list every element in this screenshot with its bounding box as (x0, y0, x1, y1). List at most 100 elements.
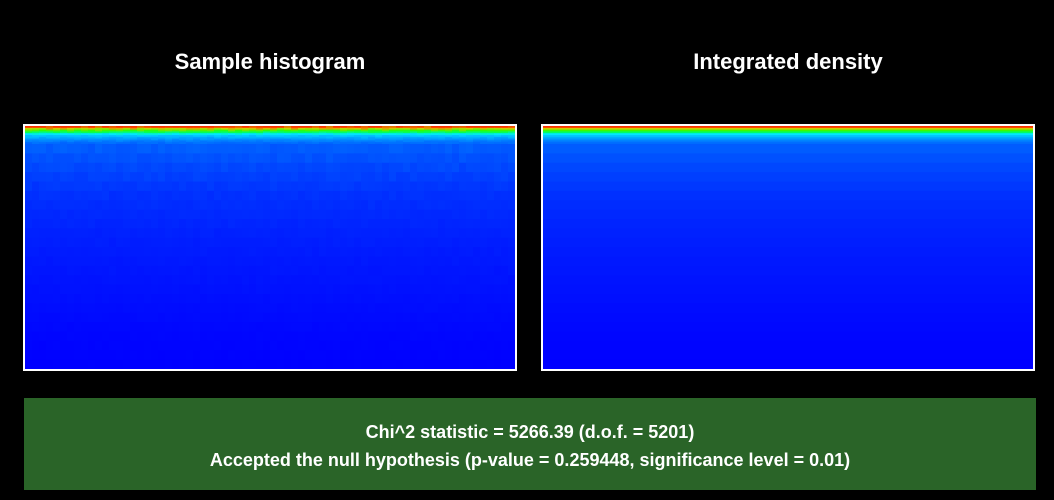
histogram-cell (445, 256, 453, 267)
histogram-cell (445, 294, 453, 304)
histogram-cell (151, 136, 159, 140)
histogram-cell (25, 142, 33, 145)
histogram-cell (438, 312, 446, 323)
histogram-cell (354, 127, 362, 131)
histogram-cell (172, 140, 180, 143)
histogram-cell (452, 126, 460, 129)
histogram-cell (193, 126, 201, 129)
histogram-cell (228, 350, 236, 361)
histogram-cell (249, 294, 257, 304)
histogram-cell (137, 127, 145, 131)
histogram-cell (389, 136, 397, 140)
histogram-cell (186, 237, 194, 248)
histogram-cell (361, 136, 369, 140)
histogram-cell (249, 172, 257, 183)
histogram-cell (256, 228, 264, 239)
histogram-cell (249, 265, 257, 276)
density-cell (543, 162, 1033, 173)
histogram-cell (228, 131, 236, 134)
histogram-cell (452, 237, 460, 248)
histogram-cell (438, 200, 446, 211)
histogram-cell (214, 340, 222, 351)
histogram-cell (172, 131, 180, 134)
histogram-cell (116, 350, 124, 361)
histogram-cell (508, 135, 515, 138)
histogram-cell (312, 219, 320, 229)
histogram-cell (151, 256, 159, 267)
histogram-cell (312, 135, 320, 138)
histogram-cell (172, 144, 180, 154)
histogram-cell (347, 340, 355, 351)
histogram-cell (417, 126, 425, 129)
histogram-cell (445, 303, 453, 314)
histogram-cell (424, 294, 432, 304)
histogram-cell (452, 140, 460, 143)
histogram-cell (319, 181, 327, 192)
histogram-cell (389, 237, 397, 248)
histogram-cell (361, 303, 369, 314)
histogram-cell (235, 142, 243, 145)
histogram-cell (445, 350, 453, 361)
histogram-cell (46, 312, 54, 323)
histogram-cell (326, 350, 334, 361)
histogram-cell (312, 172, 320, 183)
histogram-cell (396, 228, 404, 239)
histogram-cell (249, 237, 257, 248)
histogram-cell (39, 237, 47, 248)
histogram-cell (305, 247, 313, 258)
histogram-cell (123, 265, 131, 276)
histogram-cell (32, 181, 40, 192)
histogram-cell (207, 331, 215, 342)
histogram-cell (312, 162, 320, 173)
histogram-cell (144, 228, 152, 239)
histogram-cell (340, 162, 348, 173)
histogram-cell (130, 153, 138, 164)
histogram-cell (291, 135, 299, 138)
histogram-cell (137, 303, 145, 314)
density-cell (543, 294, 1033, 304)
histogram-cell (508, 312, 515, 323)
histogram-cell (60, 126, 68, 129)
histogram-cell (214, 331, 222, 342)
histogram-cell (242, 284, 250, 295)
histogram-cell (417, 136, 425, 140)
histogram-cell (501, 133, 509, 136)
histogram-cell (361, 228, 369, 239)
histogram-cell (291, 129, 299, 132)
histogram-cell (242, 219, 250, 229)
histogram-cell (473, 162, 481, 173)
histogram-cell (382, 126, 390, 129)
histogram-cell (382, 136, 390, 140)
histogram-cell (32, 247, 40, 258)
histogram-cell (102, 144, 110, 154)
histogram-cell (270, 135, 278, 138)
histogram-cell (326, 190, 334, 201)
histogram-cell (291, 350, 299, 361)
histogram-cell (333, 322, 341, 333)
histogram-cell (179, 129, 187, 132)
histogram-cell (46, 284, 54, 295)
histogram-cell (130, 284, 138, 295)
histogram-cell (480, 190, 488, 201)
histogram-cell (298, 294, 306, 304)
histogram-cell (242, 140, 250, 143)
histogram-cell (291, 275, 299, 286)
histogram-cell (368, 303, 376, 314)
histogram-cell (88, 312, 96, 323)
histogram-cell (256, 162, 264, 173)
histogram-cell (466, 219, 474, 229)
histogram-cell (249, 138, 257, 141)
density-cell (543, 133, 1033, 136)
histogram-cell (410, 129, 418, 132)
histogram-cell (459, 247, 467, 258)
histogram-cell (459, 200, 467, 211)
histogram-cell (431, 228, 439, 239)
histogram-cell (494, 200, 502, 211)
histogram-cell (39, 340, 47, 351)
histogram-cell (501, 322, 509, 333)
histogram-cell (46, 162, 54, 173)
histogram-cell (200, 181, 208, 192)
histogram-cell (60, 131, 68, 134)
histogram-cell (130, 135, 138, 138)
histogram-cell (389, 322, 397, 333)
